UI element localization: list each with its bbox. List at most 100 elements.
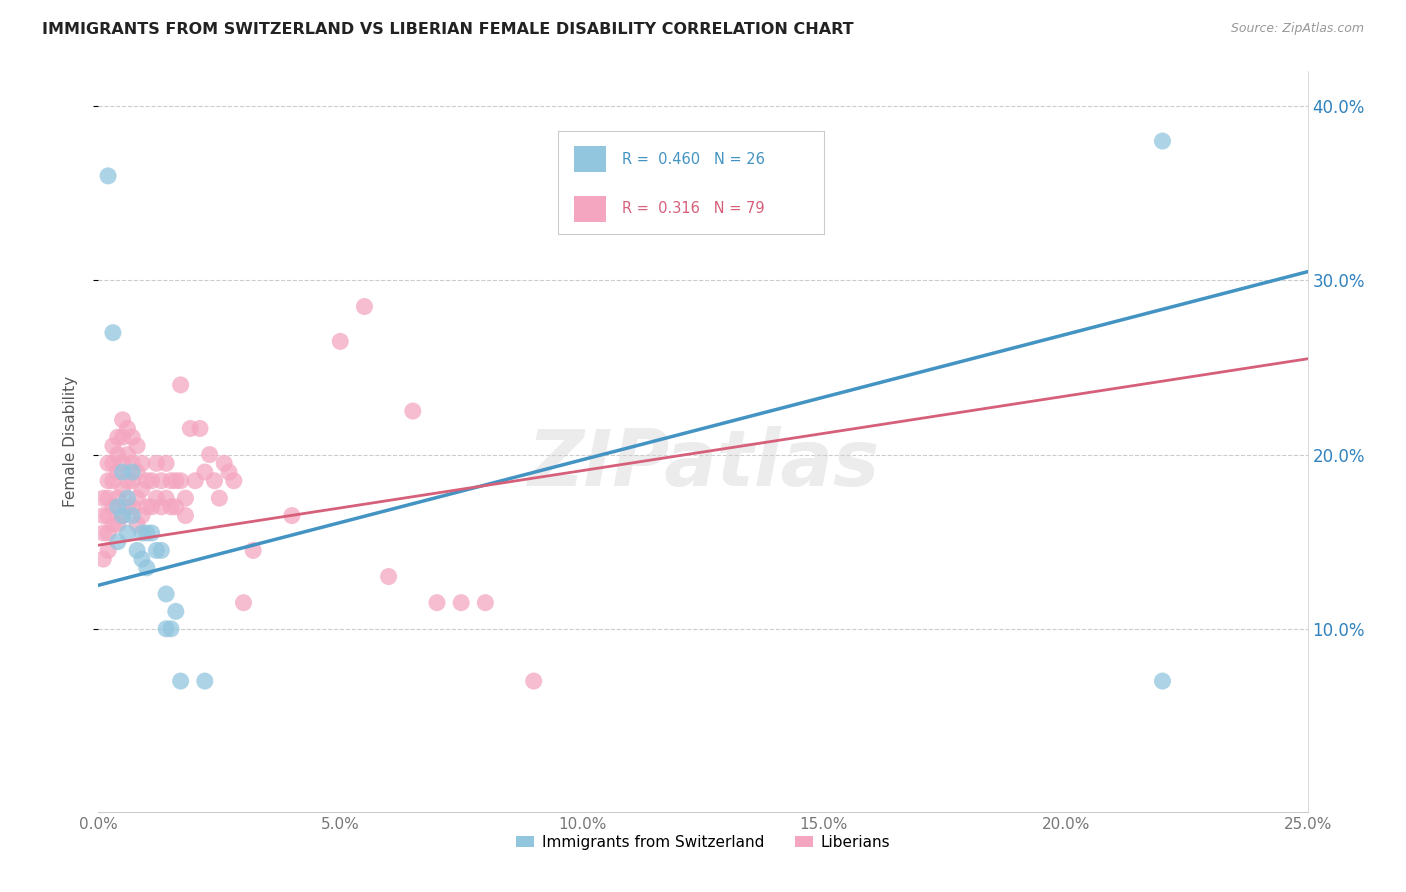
Point [474, 596, 496, 610]
Point [107, 491, 129, 505]
Point [131, 483, 153, 497]
Point [131, 508, 153, 523]
Point [135, 474, 157, 488]
Point [222, 474, 245, 488]
Point [329, 334, 352, 349]
Point [121, 500, 143, 514]
Point [135, 561, 157, 575]
Point [97, 456, 120, 470]
Point [179, 421, 201, 435]
Point [169, 674, 191, 689]
Point [155, 491, 177, 505]
Point [97, 526, 120, 541]
Point [117, 526, 139, 541]
Point [111, 483, 134, 497]
Point [208, 491, 231, 505]
Point [426, 596, 449, 610]
Point [353, 300, 375, 314]
Point [91, 508, 114, 523]
Point [127, 491, 149, 505]
Point [160, 500, 183, 514]
Point [117, 500, 139, 514]
Point [107, 448, 129, 462]
Point [174, 491, 197, 505]
Point [204, 474, 226, 488]
Point [218, 465, 240, 479]
Point [1152, 134, 1174, 148]
Text: Source: ZipAtlas.com: Source: ZipAtlas.com [1230, 22, 1364, 36]
Point [127, 439, 149, 453]
Point [107, 500, 129, 514]
Point [194, 674, 217, 689]
Point [111, 465, 134, 479]
Point [242, 543, 264, 558]
Point [212, 456, 235, 470]
Point [111, 456, 134, 470]
Point [107, 430, 129, 444]
Point [101, 456, 124, 470]
Point [121, 474, 143, 488]
Point [111, 508, 134, 523]
Point [145, 543, 167, 558]
Point [165, 500, 187, 514]
Text: ZIPatlas: ZIPatlas [527, 425, 879, 502]
Point [188, 421, 211, 435]
Point [121, 508, 143, 523]
Point [91, 552, 114, 566]
Point [117, 491, 139, 505]
Point [160, 622, 183, 636]
Point [121, 465, 143, 479]
Point [194, 465, 217, 479]
Point [150, 543, 173, 558]
Point [155, 622, 177, 636]
Point [165, 474, 187, 488]
Point [169, 378, 191, 392]
Point [97, 491, 120, 505]
Point [111, 508, 134, 523]
Point [121, 430, 143, 444]
Point [91, 526, 114, 541]
Point [131, 526, 153, 541]
Point [450, 596, 472, 610]
Point [155, 456, 177, 470]
Point [174, 508, 197, 523]
Point [377, 569, 399, 583]
Point [150, 500, 173, 514]
Y-axis label: Female Disability: Female Disability [63, 376, 77, 508]
Point [107, 534, 129, 549]
Point [184, 474, 207, 488]
Point [121, 456, 143, 470]
Point [101, 517, 124, 532]
Point [111, 430, 134, 444]
Point [155, 587, 177, 601]
Point [97, 508, 120, 523]
Point [523, 674, 546, 689]
Point [141, 500, 163, 514]
Point [101, 500, 124, 514]
Point [135, 526, 157, 541]
Point [169, 474, 191, 488]
Point [131, 456, 153, 470]
Text: IMMIGRANTS FROM SWITZERLAND VS LIBERIAN FEMALE DISABILITY CORRELATION CHART: IMMIGRANTS FROM SWITZERLAND VS LIBERIAN … [42, 22, 853, 37]
Point [107, 517, 129, 532]
Point [117, 474, 139, 488]
Point [198, 448, 221, 462]
Point [117, 448, 139, 462]
Point [141, 526, 163, 541]
Point [97, 543, 120, 558]
Point [165, 604, 187, 618]
Point [101, 474, 124, 488]
Point [281, 508, 304, 523]
Point [107, 465, 129, 479]
Point [127, 517, 149, 532]
Point [111, 413, 134, 427]
Point [150, 474, 173, 488]
Point [127, 543, 149, 558]
Point [160, 474, 183, 488]
Point [117, 421, 139, 435]
Point [101, 439, 124, 453]
Point [402, 404, 425, 418]
Point [101, 326, 124, 340]
Legend: Immigrants from Switzerland, Liberians: Immigrants from Switzerland, Liberians [509, 829, 897, 856]
Point [127, 465, 149, 479]
